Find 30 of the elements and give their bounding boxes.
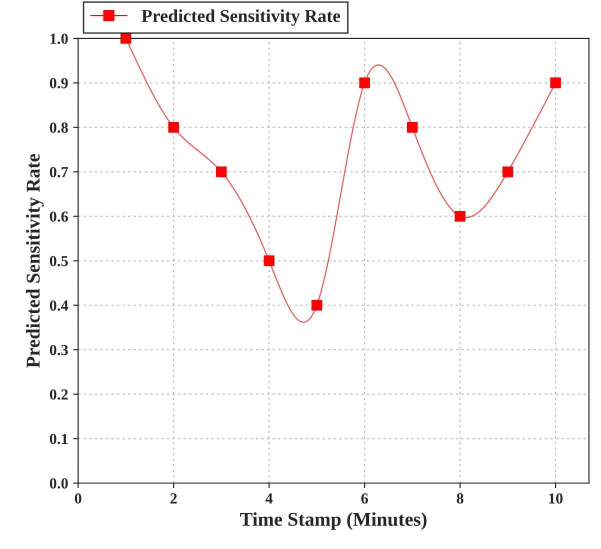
x-axis-title: Time Stamp (Minutes) [240, 512, 427, 530]
y-tick-label: 0.7 [50, 166, 68, 178]
y-tick-label: 1.0 [50, 34, 68, 44]
point [311, 300, 322, 311]
y-tick-label: 0.9 [50, 78, 68, 88]
y-tick-label: 0.3 [50, 344, 68, 356]
y-axis-title: Predicted Sensitivity Rate [26, 154, 44, 368]
point [120, 33, 132, 44]
point [550, 78, 561, 88]
x-tick-label: 0 [74, 493, 82, 504]
point [406, 122, 418, 133]
y-tick-label: 0.0 [50, 478, 68, 489]
y-tick-label: 0.6 [50, 211, 68, 222]
legend-label: Predicted Sensitivity Rate [142, 9, 340, 26]
point [502, 166, 514, 178]
x-tick-label: 4 [265, 493, 273, 504]
point [168, 122, 179, 133]
x-tick-label: 2 [170, 493, 177, 504]
x-tick-label: 10 [549, 493, 563, 504]
x-tick-label: 8 [456, 493, 464, 504]
y-tick-label: 0.4 [50, 300, 68, 311]
y-tick-label: 0.2 [50, 389, 68, 400]
y-tick-label: 0.5 [50, 256, 68, 266]
y-tick-label: 0.1 [50, 434, 68, 444]
x-tick-label: 6 [361, 493, 368, 504]
point [216, 166, 227, 178]
point [454, 210, 466, 222]
point [359, 78, 370, 88]
point [264, 255, 274, 266]
y-tick-label: 0.8 [50, 122, 68, 133]
